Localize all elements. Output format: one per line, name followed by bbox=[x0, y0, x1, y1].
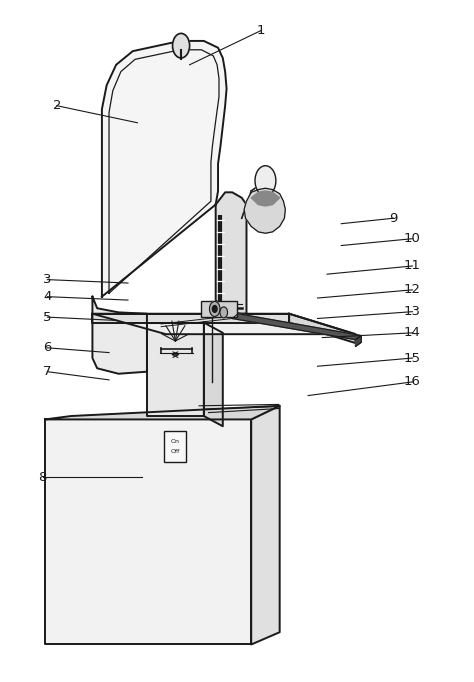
Text: 3: 3 bbox=[43, 273, 52, 286]
Polygon shape bbox=[216, 192, 246, 314]
Text: 15: 15 bbox=[404, 351, 421, 365]
Polygon shape bbox=[102, 41, 227, 297]
Text: On: On bbox=[171, 439, 180, 445]
Text: 13: 13 bbox=[404, 305, 421, 318]
Circle shape bbox=[220, 307, 228, 318]
Polygon shape bbox=[92, 297, 147, 374]
Circle shape bbox=[212, 306, 217, 312]
Polygon shape bbox=[92, 314, 356, 334]
Text: 11: 11 bbox=[404, 259, 421, 273]
Text: 12: 12 bbox=[404, 283, 421, 297]
Polygon shape bbox=[251, 191, 280, 206]
Polygon shape bbox=[232, 314, 361, 340]
Text: Off: Off bbox=[171, 449, 180, 454]
Polygon shape bbox=[45, 406, 280, 419]
Circle shape bbox=[173, 33, 190, 58]
Text: 7: 7 bbox=[43, 365, 52, 379]
Text: 8: 8 bbox=[38, 471, 47, 484]
Polygon shape bbox=[204, 323, 223, 426]
Text: 2: 2 bbox=[53, 99, 61, 113]
Polygon shape bbox=[251, 406, 280, 644]
FancyBboxPatch shape bbox=[201, 301, 237, 317]
Polygon shape bbox=[147, 323, 204, 416]
Text: 10: 10 bbox=[404, 232, 421, 246]
Polygon shape bbox=[45, 419, 251, 644]
Text: 9: 9 bbox=[389, 211, 398, 225]
Text: 1: 1 bbox=[256, 24, 265, 38]
Text: 14: 14 bbox=[404, 326, 421, 340]
Text: 5: 5 bbox=[43, 310, 52, 324]
FancyBboxPatch shape bbox=[164, 431, 186, 462]
Circle shape bbox=[255, 166, 276, 196]
Polygon shape bbox=[92, 314, 289, 323]
Circle shape bbox=[210, 301, 220, 316]
Text: 6: 6 bbox=[43, 341, 52, 355]
Polygon shape bbox=[244, 188, 285, 233]
Polygon shape bbox=[289, 314, 356, 343]
Polygon shape bbox=[356, 336, 361, 346]
Text: 4: 4 bbox=[43, 290, 52, 303]
Text: 16: 16 bbox=[404, 375, 421, 389]
